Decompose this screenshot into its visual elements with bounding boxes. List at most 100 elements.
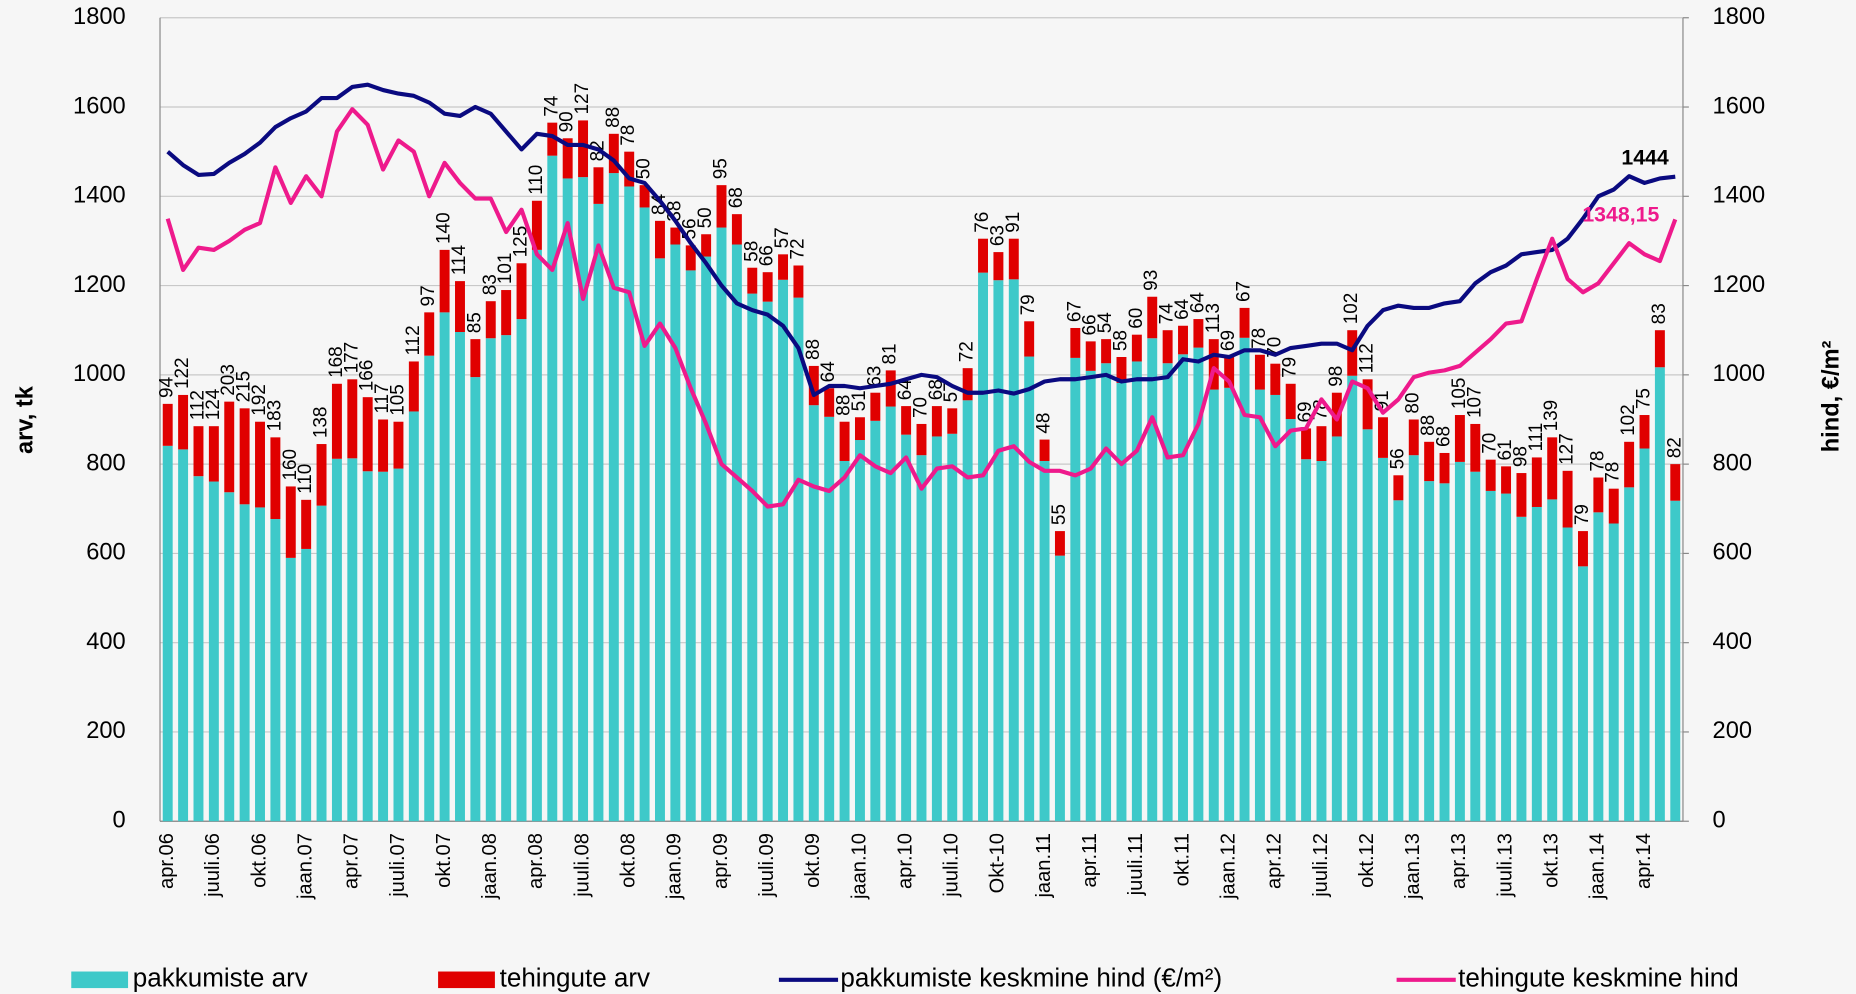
data-label: 78 [1603, 462, 1624, 483]
line [166, 82, 1676, 398]
bar-segment [1639, 448, 1650, 822]
bar-segment [393, 421, 404, 469]
data-label: 70 [1480, 433, 1501, 454]
bar-segment [1347, 375, 1358, 822]
bar-segment [808, 365, 819, 406]
value-label: 1348,15 [1582, 203, 1659, 227]
bar-segment [1547, 437, 1558, 500]
bar-segment [1070, 327, 1081, 358]
bar-segment [255, 507, 265, 822]
data-label: 125 [511, 226, 532, 258]
x-tick-label: apr.11 [1079, 833, 1101, 887]
y-tick-label: 600 [86, 540, 125, 566]
bar-segment [870, 420, 881, 822]
bar-segment [1485, 490, 1496, 822]
bar-segment [208, 426, 219, 482]
bar-segment [485, 301, 496, 339]
bar-segment [547, 122, 558, 156]
data-label: 57 [772, 227, 793, 248]
bar-segment [178, 394, 189, 450]
bar-segment [378, 419, 389, 472]
bar-segment [747, 267, 758, 294]
x-tick-label: juuli.07 [387, 833, 409, 898]
y-tick-label: 1800 [73, 4, 126, 30]
bar-segment [701, 256, 712, 822]
bar-segment [1393, 500, 1404, 822]
bar-segment [439, 249, 450, 313]
bar-segment [162, 403, 173, 446]
bar-segment [331, 383, 342, 459]
bar-segment [316, 505, 327, 822]
data-label: 66 [757, 245, 778, 266]
x-tick-label: okt.08 [618, 833, 640, 888]
bar-segment [1101, 363, 1112, 822]
x-tick-label: jaan.10 [848, 833, 870, 900]
bar-segment [1608, 488, 1619, 524]
data-label: 64 [1187, 292, 1208, 313]
data-label: 140 [434, 212, 455, 244]
x-tick-label: okt.06 [248, 833, 270, 888]
x-tick-label: jaan.13 [1402, 833, 1424, 900]
bar-segment [178, 449, 189, 822]
x-tick-label: apr.10 [894, 833, 916, 889]
x-tick-label: jaan.07 [294, 833, 316, 900]
data-label: 69 [1218, 330, 1239, 351]
bar-segment [685, 245, 696, 271]
data-label: 192 [249, 384, 270, 416]
bar-segment [685, 270, 696, 822]
bar-segment [639, 185, 650, 208]
bar-segment [1116, 356, 1127, 383]
x-tick-label: okt.11 [1171, 833, 1193, 886]
data-label: 83 [1649, 303, 1670, 324]
data-label: 67 [1064, 301, 1085, 322]
bar-segment [1485, 459, 1496, 491]
bar-segment [1285, 419, 1296, 822]
data-label: 55 [1049, 504, 1070, 525]
bar-segment [1070, 357, 1081, 822]
data-label: 101 [495, 253, 516, 285]
bar-segment [624, 151, 635, 187]
bar-segment [1147, 338, 1158, 822]
bar-segment [1008, 279, 1019, 822]
data-label: 64 [1172, 299, 1193, 320]
bar-segment [931, 436, 942, 822]
x-tick-label: apr.06 [156, 833, 178, 889]
bar-segment [1593, 512, 1604, 822]
bar-segment [208, 481, 219, 822]
bar-segment [978, 272, 988, 822]
data-label: 112 [403, 325, 424, 355]
bar-segment [593, 167, 604, 204]
bar-segment [1347, 330, 1358, 376]
bar-segment [1439, 452, 1450, 484]
data-label: 127 [572, 83, 593, 115]
bar-segment [1470, 423, 1481, 472]
bar-segment [1239, 337, 1250, 822]
bar-segment [793, 265, 804, 298]
bar-segment [1362, 429, 1373, 822]
data-label: 91 [1003, 212, 1024, 233]
bar-segment [1470, 471, 1481, 822]
data-label: 117 [372, 383, 393, 413]
bar-segment [824, 416, 835, 822]
bar-segment [531, 200, 542, 250]
bar-segment [1270, 363, 1281, 395]
bar-segment [301, 548, 312, 822]
data-label: 51 [849, 390, 870, 411]
bar-segment [762, 272, 773, 302]
x-tick-label: apr.09 [710, 833, 732, 889]
bar-segment [1147, 296, 1158, 339]
bar-segment [1408, 419, 1419, 456]
bar-segment [362, 397, 373, 472]
bar-segment [578, 120, 589, 178]
y2-axis-title: hind, €/m² [1818, 340, 1844, 452]
data-label: 105 [387, 384, 408, 416]
bar-segment [1054, 555, 1065, 822]
bar-segment [1316, 426, 1327, 462]
legend-label: pakkumiste keskmine hind (€/m²) [840, 963, 1222, 993]
bar-segment [885, 370, 896, 407]
bar-segment [1039, 439, 1050, 462]
bar-segment [670, 227, 681, 245]
bar-segment [624, 186, 635, 822]
bar-segment [1408, 455, 1419, 822]
